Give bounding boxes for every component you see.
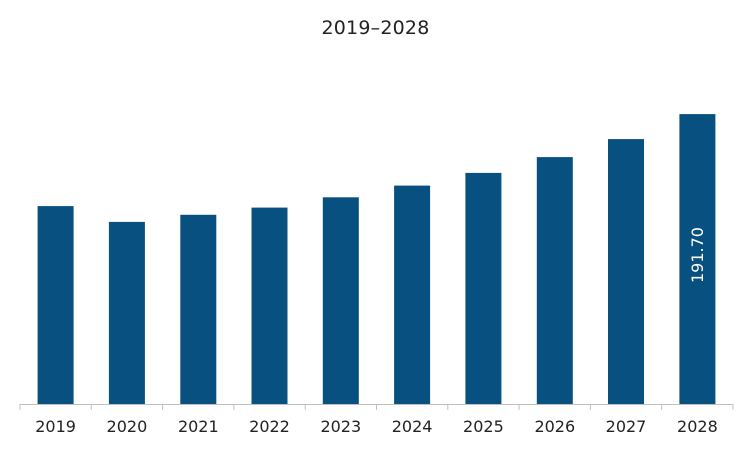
bar-2024 xyxy=(394,185,431,404)
x-tick-label-2023: 2023 xyxy=(320,417,361,436)
x-tick-label-2020: 2020 xyxy=(107,417,148,436)
bar-2022 xyxy=(251,207,288,404)
x-tick-label-2022: 2022 xyxy=(249,417,290,436)
chart-title: 2019–2028 xyxy=(321,17,430,39)
x-tick-label-2025: 2025 xyxy=(463,417,504,436)
x-tick-label-2024: 2024 xyxy=(392,417,433,436)
x-tick-label-2028: 2028 xyxy=(677,417,718,436)
bar-2025 xyxy=(465,172,502,404)
bar-2023 xyxy=(322,197,359,404)
bar-2028 xyxy=(679,114,716,404)
bar-2021 xyxy=(180,214,217,404)
data-label-2028: 191.70 xyxy=(688,227,707,283)
x-tick-label-2019: 2019 xyxy=(35,417,76,436)
x-tick-label-2027: 2027 xyxy=(606,417,647,436)
bar-2027 xyxy=(608,139,644,404)
x-tick-label-2026: 2026 xyxy=(534,417,575,436)
bar-2020 xyxy=(108,221,145,404)
x-tick-label-2021: 2021 xyxy=(178,417,219,436)
bar-2026 xyxy=(536,157,573,404)
bar-2019 xyxy=(37,206,74,404)
